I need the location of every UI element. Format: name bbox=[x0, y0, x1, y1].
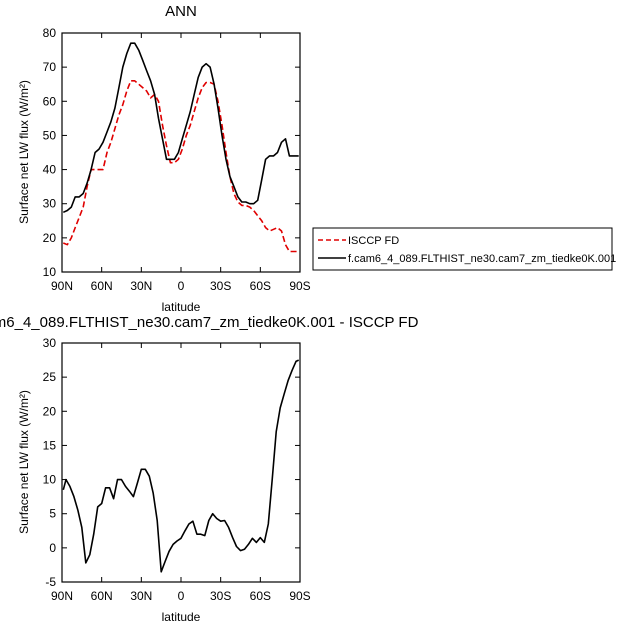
bottom-y-tick-label: 30 bbox=[43, 336, 57, 350]
top-x-tick-label: 60N bbox=[91, 279, 113, 293]
top-y-axis-label: Surface net LW flux (W/m²) bbox=[17, 80, 31, 224]
bottom-y-tick-label: 5 bbox=[49, 507, 56, 521]
top-y-tick-label: 40 bbox=[43, 163, 57, 177]
legend-label-isccp: ISCCP FD bbox=[348, 235, 399, 247]
top-panel: ANN 10 20 30 40 50 60 70 80 90N 60N 30N 0 30S 60S 90S… bbox=[17, 3, 616, 314]
bottom-x-ticks: 90N 60N 30N 0 30S 60S 90S bbox=[51, 343, 311, 603]
top-y-tick-label: 80 bbox=[43, 26, 57, 40]
bottom-y-tick-label: 10 bbox=[43, 473, 57, 487]
bottom-x-tick-label: 60N bbox=[91, 589, 113, 603]
top-x-tick-label: 30S bbox=[210, 279, 231, 293]
top-x-tick-label: 0 bbox=[178, 279, 185, 293]
bottom-y-tick-label: 20 bbox=[43, 404, 57, 418]
bottom-series-lines bbox=[62, 359, 300, 573]
bottom-x-tick-label: 90N bbox=[51, 589, 73, 603]
top-y-tick-label: 30 bbox=[43, 197, 57, 211]
top-panel-title: ANN bbox=[165, 3, 197, 20]
top-y-tick-label: 10 bbox=[43, 265, 57, 279]
bottom-x-tick-label: 30N bbox=[130, 589, 152, 603]
top-series-line-1 bbox=[62, 42, 299, 214]
bottom-x-tick-label: 0 bbox=[178, 589, 185, 603]
legend-label-model: f.cam6_4_089.FLTHIST_ne30.cam7_zm_tiedke… bbox=[348, 253, 616, 265]
bottom-y-tick-label: 25 bbox=[43, 370, 57, 384]
bottom-series-line-0 bbox=[62, 359, 300, 573]
bottom-plot-frame bbox=[61, 342, 301, 583]
bottom-y-tick-label: 15 bbox=[43, 438, 57, 452]
bottom-panel: f.cam6_4_089.FLTHIST_ne30.cam7_zm_tiedke… bbox=[0, 314, 419, 624]
top-y-ticks: 10 20 30 40 50 60 70 80 bbox=[43, 26, 300, 279]
top-series-line-0 bbox=[62, 80, 299, 253]
top-x-ticks: 90N 60N 30N 0 30S 60S 90S bbox=[51, 33, 311, 293]
top-x-axis-label: latitude bbox=[162, 300, 201, 314]
top-y-tick-label: 20 bbox=[43, 231, 57, 245]
top-x-tick-label: 90N bbox=[51, 279, 73, 293]
bottom-y-tick-label: -5 bbox=[45, 575, 56, 589]
bottom-panel-title: f.cam6_4_089.FLTHIST_ne30.cam7_zm_tiedke… bbox=[0, 314, 419, 331]
top-y-tick-label: 50 bbox=[43, 128, 57, 142]
top-y-tick-label: 70 bbox=[43, 60, 57, 74]
top-x-tick-label: 30N bbox=[130, 279, 152, 293]
bottom-x-tick-label: 30S bbox=[210, 589, 231, 603]
bottom-y-ticks: -5 0 5 10 15 20 25 30 bbox=[43, 336, 300, 589]
top-y-tick-label: 60 bbox=[43, 94, 57, 108]
bottom-x-tick-label: 90S bbox=[289, 589, 310, 603]
top-x-tick-label: 60S bbox=[250, 279, 271, 293]
legend: ISCCP FD f.cam6_4_089.FLTHIST_ne30.cam7_… bbox=[312, 227, 616, 271]
bottom-y-axis-label: Surface net LW flux (W/m²) bbox=[17, 390, 31, 534]
bottom-x-axis-label: latitude bbox=[162, 610, 201, 624]
legend-box bbox=[312, 227, 613, 271]
bottom-x-tick-label: 60S bbox=[250, 589, 271, 603]
top-x-tick-label: 90S bbox=[289, 279, 310, 293]
bottom-y-tick-label: 0 bbox=[49, 541, 56, 555]
top-series-lines bbox=[62, 42, 299, 253]
